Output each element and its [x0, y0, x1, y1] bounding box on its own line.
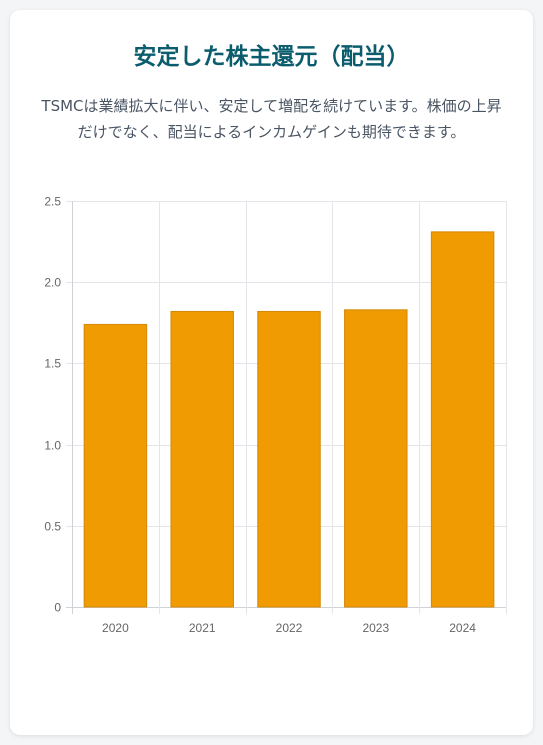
- y-tick-label: 0: [54, 601, 61, 615]
- x-axis-ticks: 2020 2021 2022 2023 2024: [102, 621, 476, 635]
- bar-2024: [430, 231, 495, 608]
- y-tick-label: 2.5: [44, 195, 61, 209]
- bar-2021: [170, 310, 234, 608]
- x-tick-label: 2022: [276, 621, 303, 635]
- x-tick-label: 2021: [189, 621, 216, 635]
- card-description: TSMCは業績拡大に伴い、安定して増配を続けています。株価の上昇だけでなく、配当…: [41, 97, 502, 141]
- bar-2020: [83, 323, 148, 608]
- y-tick-label: 0.5: [44, 520, 61, 534]
- bar-2022: [257, 310, 321, 608]
- x-tick-label: 2023: [362, 621, 389, 635]
- x-tick-label: 2024: [449, 621, 476, 635]
- y-axis-ticks: 0 0.5 1.0 1.5 2.0 2.5: [44, 195, 61, 615]
- chart-bars: [83, 231, 495, 608]
- x-tick-label: 2020: [102, 621, 129, 635]
- bar-2023: [344, 309, 408, 608]
- y-tick-label: 1.0: [44, 439, 61, 453]
- y-tick-label: 2.0: [44, 276, 61, 290]
- y-tick-label: 1.5: [44, 357, 61, 371]
- card-title: 安定した株主還元（配当）: [133, 44, 410, 70]
